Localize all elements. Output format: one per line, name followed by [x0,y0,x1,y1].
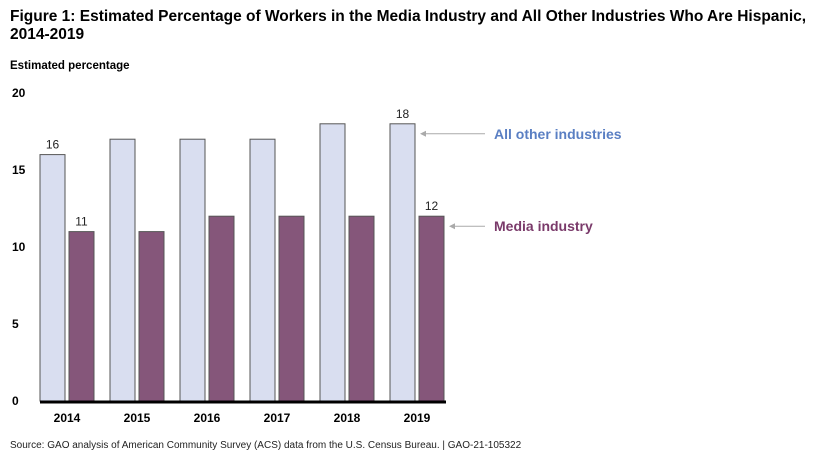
arrow-head-icon [449,223,455,230]
bar-all-other-2019 [389,123,416,402]
chart-title: Figure 1: Estimated Percentage of Worker… [10,8,807,43]
x-tick-label: 2014 [54,411,81,425]
x-tick-label: 2019 [404,411,431,425]
data-label: 12 [425,199,439,213]
y-axis-label: Estimated percentage [10,60,130,72]
data-label: 18 [396,107,410,121]
bar-all-other-2016 [179,138,206,402]
data-label: 11 [75,215,88,229]
bar-media-2016 [208,215,235,402]
bar-media-2015 [138,231,165,402]
legend-label: Media industry [494,218,593,234]
bar-all-other-2018 [319,123,346,402]
bar-media-2014 [68,231,95,402]
bar-all-other-2015 [109,138,136,402]
legend-label: All other industries [494,126,622,142]
bar-media-2018 [348,215,375,402]
x-tick-label: 2017 [264,411,291,425]
x-tick-label: 2016 [194,411,221,425]
bar-media-2019 [418,215,445,402]
y-tick-label: 5 [12,317,19,331]
bar-all-other-2014 [39,154,66,402]
x-tick-label: 2015 [124,411,151,425]
bar-media-2017 [278,215,305,402]
y-tick-label: 15 [12,163,26,177]
x-tick-label: 2018 [334,411,361,425]
source-note: Source: GAO analysis of American Communi… [10,440,522,451]
data-label: 16 [46,138,60,152]
bar-all-other-2017 [249,138,276,402]
arrow-head-icon [420,130,426,137]
y-tick-label: 20 [12,86,26,100]
y-tick-label: 10 [12,240,26,254]
y-tick-label: 0 [12,394,19,408]
